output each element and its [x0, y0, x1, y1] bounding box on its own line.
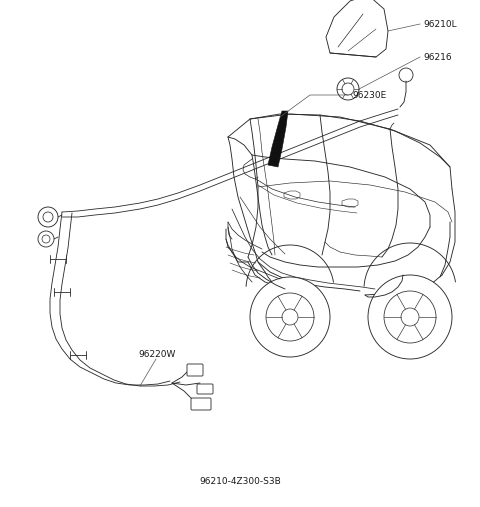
FancyBboxPatch shape: [191, 398, 211, 410]
Circle shape: [38, 207, 58, 227]
Circle shape: [38, 231, 54, 247]
Text: 96230E: 96230E: [352, 91, 386, 99]
Circle shape: [368, 275, 452, 359]
Text: 96210L: 96210L: [423, 19, 456, 28]
Text: 96216: 96216: [423, 53, 452, 61]
FancyBboxPatch shape: [197, 384, 213, 394]
Text: 96220W: 96220W: [138, 350, 175, 359]
Polygon shape: [268, 111, 288, 167]
Circle shape: [250, 277, 330, 357]
FancyBboxPatch shape: [187, 364, 203, 376]
Circle shape: [337, 78, 359, 100]
Text: 96210-4Z300-S3B: 96210-4Z300-S3B: [199, 478, 281, 487]
